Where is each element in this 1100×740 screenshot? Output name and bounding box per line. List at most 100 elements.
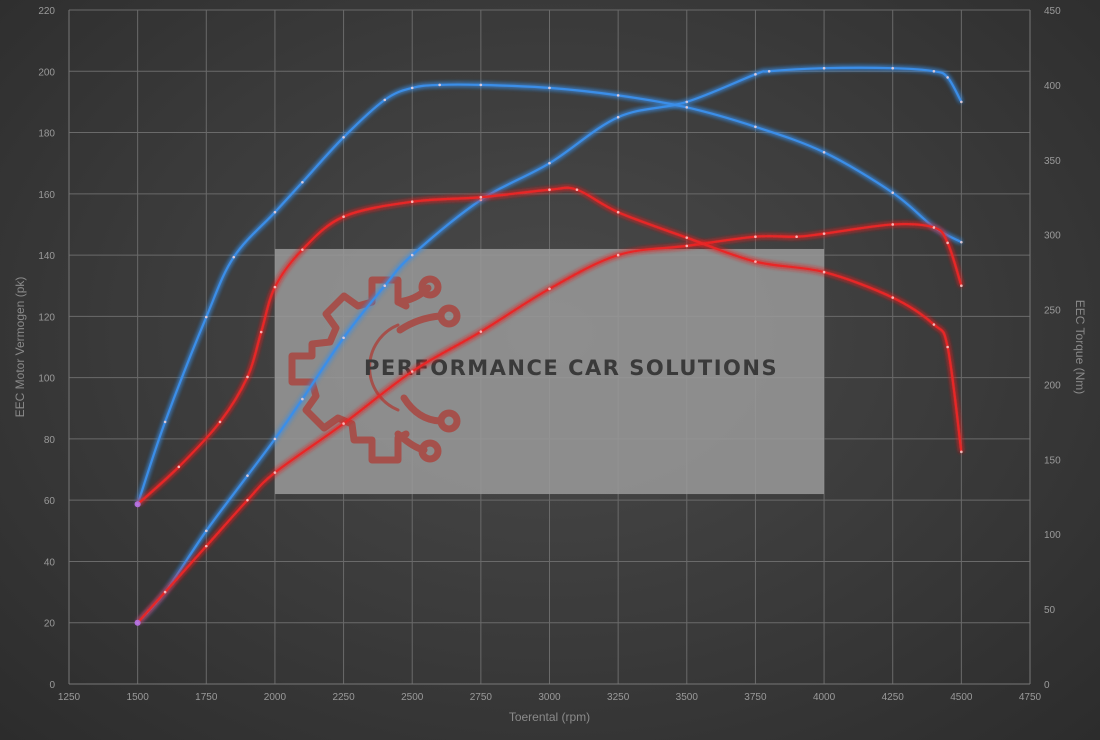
x-tick-label: 4750 bbox=[1019, 692, 1042, 703]
data-point bbox=[383, 98, 387, 102]
data-point bbox=[754, 125, 757, 129]
data-point bbox=[246, 474, 249, 477]
data-point bbox=[754, 260, 757, 263]
data-point bbox=[232, 255, 236, 259]
data-point bbox=[163, 420, 167, 424]
data-point bbox=[204, 315, 208, 319]
y-right-tick-label: 200 bbox=[1044, 380, 1061, 391]
data-point bbox=[410, 253, 414, 257]
y-left-tick-label: 120 bbox=[38, 312, 55, 323]
data-point bbox=[685, 236, 689, 239]
x-tick-label: 1250 bbox=[58, 692, 81, 703]
data-point bbox=[479, 198, 483, 202]
data-point bbox=[342, 422, 345, 425]
data-point bbox=[259, 330, 263, 334]
data-point bbox=[616, 115, 620, 119]
y-right-tick-label: 400 bbox=[1044, 81, 1061, 92]
y-left-tick-label: 60 bbox=[44, 496, 56, 507]
y-right-tick-label: 50 bbox=[1044, 605, 1056, 616]
grid-lines bbox=[68, 9, 1031, 685]
data-point bbox=[438, 83, 441, 87]
data-point bbox=[342, 336, 345, 340]
data-point bbox=[479, 195, 483, 199]
x-tick-label: 1750 bbox=[195, 692, 218, 703]
x-tick-label: 3000 bbox=[538, 692, 561, 703]
data-point bbox=[204, 529, 208, 533]
data-point bbox=[946, 76, 949, 79]
data-point bbox=[383, 284, 387, 288]
data-point bbox=[273, 471, 277, 474]
data-point bbox=[410, 200, 414, 204]
x-tick-label: 3250 bbox=[607, 692, 630, 703]
x-tick-label: 2250 bbox=[332, 692, 355, 703]
data-point bbox=[548, 188, 551, 192]
y-right-tick-label: 350 bbox=[1044, 156, 1061, 167]
y-right-tick-label: 250 bbox=[1044, 306, 1061, 317]
data-point bbox=[932, 226, 936, 229]
data-point bbox=[946, 345, 949, 349]
data-point bbox=[616, 253, 620, 257]
data-point bbox=[548, 287, 551, 291]
data-point bbox=[479, 330, 483, 333]
y-left-tick-label: 80 bbox=[44, 435, 56, 446]
data-point bbox=[960, 284, 963, 288]
y-left-tick-label: 220 bbox=[38, 6, 55, 17]
data-point bbox=[616, 210, 620, 214]
y-axis-left-title: EEC Motor Vermogen (pk) bbox=[13, 277, 27, 418]
data-point bbox=[891, 191, 895, 195]
watermark: PERFORMANCE CAR SOLUTIONS bbox=[274, 248, 825, 495]
data-point bbox=[822, 150, 826, 154]
y-left-tick-label: 200 bbox=[38, 67, 55, 78]
x-tick-label: 2750 bbox=[470, 692, 493, 703]
x-axis-title: Toerental (rpm) bbox=[509, 710, 590, 724]
y-axis-right-title: EEC Torque (Nm) bbox=[1073, 300, 1087, 394]
data-point bbox=[767, 69, 771, 73]
data-point bbox=[204, 544, 208, 548]
series-line-0 bbox=[136, 66, 963, 624]
data-point bbox=[177, 465, 181, 469]
data-point bbox=[891, 66, 895, 70]
data-point bbox=[273, 285, 277, 289]
data-point bbox=[946, 241, 949, 245]
y-right-tick-label: 150 bbox=[1044, 455, 1061, 466]
data-point bbox=[685, 100, 689, 104]
y-right-tick-label: 100 bbox=[1044, 530, 1061, 541]
data-point bbox=[960, 100, 963, 104]
y-left-tick-label: 0 bbox=[49, 680, 55, 691]
y-left-tick-label: 20 bbox=[44, 619, 56, 630]
data-point bbox=[822, 66, 826, 70]
series-start-marker bbox=[134, 501, 141, 508]
y-left-tick-label: 40 bbox=[44, 557, 56, 568]
data-point bbox=[246, 498, 249, 502]
data-point bbox=[754, 235, 757, 239]
data-point bbox=[273, 210, 277, 214]
x-tick-label: 3500 bbox=[676, 692, 699, 703]
data-point bbox=[822, 270, 826, 274]
x-tick-label: 3750 bbox=[744, 692, 767, 703]
y-right-tick-label: 450 bbox=[1044, 6, 1061, 17]
data-point bbox=[273, 437, 277, 441]
data-point bbox=[410, 370, 414, 373]
data-point bbox=[891, 223, 895, 226]
data-point bbox=[548, 161, 551, 165]
data-point bbox=[960, 240, 963, 244]
x-tick-label: 4000 bbox=[813, 692, 836, 703]
x-tick-label: 2000 bbox=[264, 692, 287, 703]
series-group bbox=[134, 66, 963, 626]
data-point bbox=[960, 450, 963, 454]
watermark-text: PERFORMANCE CAR SOLUTIONS bbox=[364, 356, 778, 380]
data-point bbox=[754, 73, 757, 76]
data-point bbox=[342, 136, 345, 139]
y-left-tick-label: 100 bbox=[38, 374, 55, 385]
y-left-tick-label: 160 bbox=[38, 190, 55, 201]
data-point bbox=[795, 235, 798, 239]
data-point bbox=[342, 215, 345, 218]
data-point bbox=[575, 188, 579, 192]
data-point bbox=[548, 86, 551, 90]
y-left-tick-label: 140 bbox=[38, 251, 55, 262]
x-tick-label: 4250 bbox=[882, 692, 905, 703]
data-point bbox=[246, 375, 249, 379]
tick-labels: 1250 1500 1750 2000 2250 2500 2750 3000 3250 3500… bbox=[38, 6, 1061, 703]
data-point bbox=[301, 397, 304, 401]
